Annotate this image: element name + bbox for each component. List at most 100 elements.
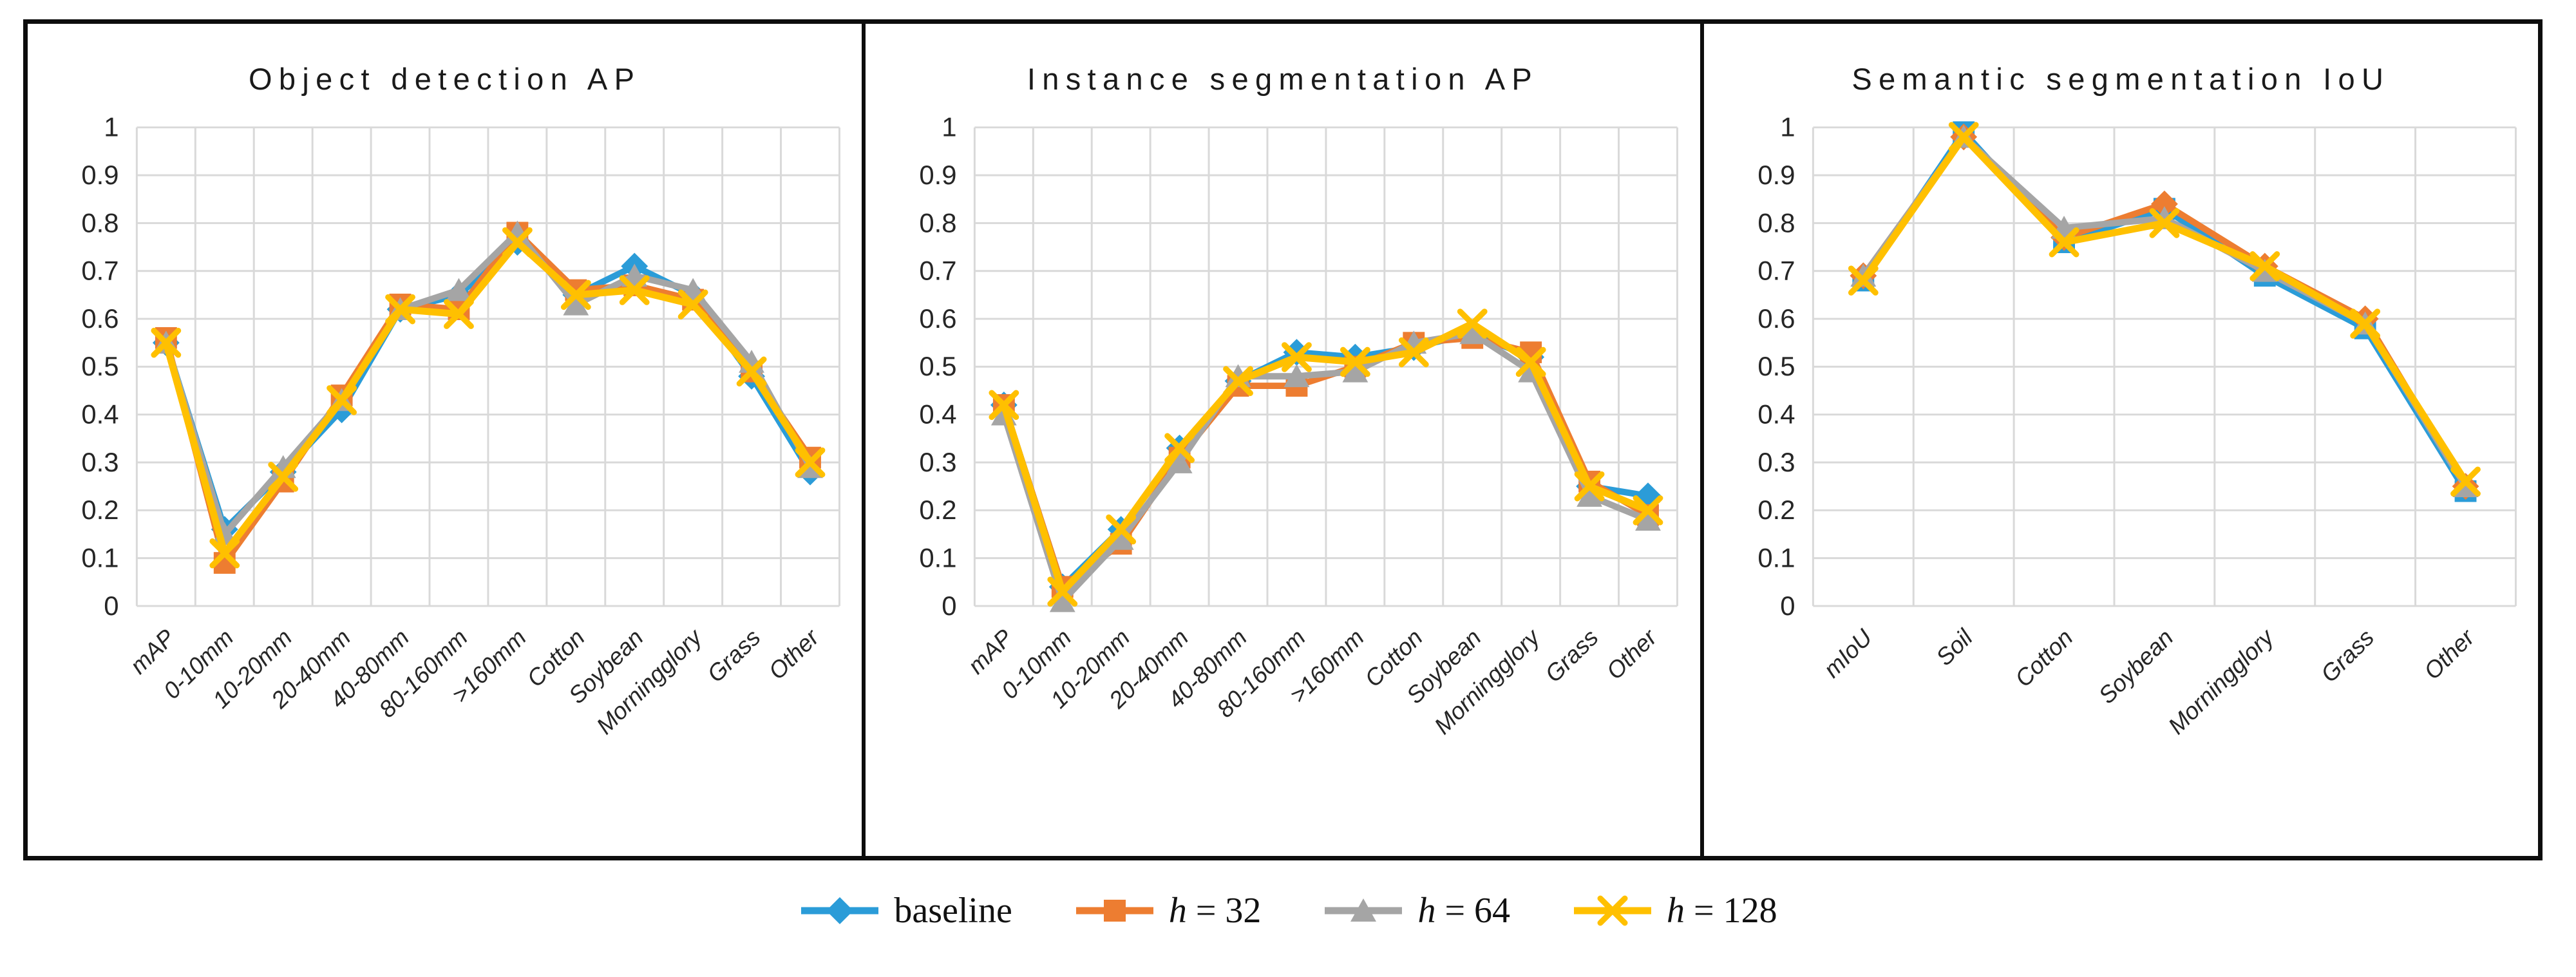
x-marker-icon — [2149, 208, 2179, 238]
legend-item-baseline: baseline — [799, 890, 1012, 931]
x-tick-label: Grass — [2315, 624, 2379, 687]
y-tick-label: 0.4 — [920, 399, 957, 430]
legend-square-swatch-icon — [1075, 900, 1153, 922]
legend-diamond-swatch-icon — [801, 897, 879, 924]
x-tick-label: mAP — [125, 624, 180, 679]
y-tick-label: 0.3 — [81, 447, 118, 477]
x-tick-label: mAP — [963, 624, 1018, 679]
y-tick-label: 0.5 — [81, 351, 118, 381]
chart-title-object-detection: Object detection AP — [249, 62, 641, 96]
x-marker-icon — [385, 294, 415, 325]
y-tick-label: 0.3 — [1757, 447, 1795, 477]
legend-item-h-64: h = 64 — [1322, 890, 1510, 931]
y-axis-tick-labels: 0 0.1 0.2 0.3 0.4 0.5 0.6 0.7 0.8 0.9 1 — [920, 115, 957, 621]
y-tick-label: 0.8 — [81, 207, 118, 238]
x-marker-icon — [1633, 495, 1663, 526]
x-marker-icon — [1047, 576, 1078, 607]
y-tick-label: 0.9 — [1757, 160, 1795, 190]
y-tick-label: 0.8 — [920, 207, 957, 238]
x-marker-icon — [795, 447, 826, 478]
y-tick-label: 1 — [104, 115, 118, 142]
x-marker-icon — [677, 289, 708, 320]
x-axis-category-labels: mAP0-10mm10-20mm20-40mm40-80mm80-160mm>1… — [125, 623, 825, 739]
series-h=32 — [1850, 123, 2479, 500]
y-tick-label: 0.6 — [81, 303, 118, 334]
x-axis-category-labels: mAP0-10mm10-20mm20-40mm40-80mm80-160mm>1… — [963, 623, 1663, 739]
figure-panel-container: Object detection AP 0 0.1 0.2 0.3 0.4 0.5 0.6 0… — [23, 19, 2543, 860]
y-tick-label: 0 — [1780, 591, 1795, 621]
y-tick-label: 0.4 — [81, 399, 118, 430]
series-h=128 — [151, 227, 826, 569]
triangle-marker-icon — [446, 278, 472, 301]
x-tick-label: Morningglory — [2163, 623, 2280, 739]
x-marker-icon — [1399, 337, 1430, 368]
y-tick-label: 0 — [104, 591, 118, 621]
x-marker-icon — [2349, 308, 2380, 339]
x-marker-icon — [502, 227, 533, 258]
legend-label: h = 32 — [1168, 891, 1262, 931]
y-tick-label: 0.2 — [920, 495, 957, 525]
x-marker-icon — [1457, 308, 1488, 339]
x-marker-icon — [1106, 514, 1137, 545]
y-tick-label: 0.1 — [1757, 543, 1795, 573]
x-marker-icon — [268, 462, 299, 492]
triangle-marker-icon — [1577, 484, 1603, 507]
panel-object-detection-ap: Object detection AP 0 0.1 0.2 0.3 0.4 0.5 0.6 0… — [28, 24, 866, 856]
y-axis-tick-labels: 0 0.1 0.2 0.3 0.4 0.5 0.6 0.7 0.8 0.9 1 — [1757, 115, 1795, 621]
x-marker-icon — [2049, 227, 2079, 258]
y-tick-label: 1 — [942, 115, 957, 142]
y-tick-label: 0.7 — [1757, 256, 1795, 286]
x-marker-icon — [1223, 366, 1254, 396]
x-tick-label: Grass — [1540, 624, 1604, 687]
y-tick-label: 0.7 — [920, 256, 957, 286]
x-marker-icon — [1848, 265, 1879, 296]
object-detection-ap-chart: 0 0.1 0.2 0.3 0.4 0.5 0.6 0.7 0.8 0.9 1 mAP0-10mm10… — [81, 115, 840, 739]
series-h=128 — [989, 308, 1663, 607]
panel-instance-segmentation-ap: Instance segmentation AP 0 0.1 0.2 0.3 0.4 0.… — [866, 24, 1704, 856]
y-tick-label: 0.5 — [1757, 351, 1795, 381]
x-marker-icon — [619, 275, 650, 305]
triangle-marker-icon — [1108, 527, 1134, 550]
x-marker-icon — [1340, 346, 1371, 377]
x-marker-icon — [1948, 122, 1979, 152]
gridlines — [135, 126, 840, 607]
semantic-segmentation-iou-chart: 0 0.1 0.2 0.3 0.4 0.5 0.6 0.7 0.8 0.9 1 mIoU Soil Cot… — [1757, 115, 2517, 739]
chart-title-instance-segmentation: Instance segmentation AP — [1027, 62, 1539, 96]
x-marker-icon — [1597, 895, 1628, 926]
y-tick-label: 0.8 — [1757, 207, 1795, 238]
y-tick-label: 0.2 — [1757, 495, 1795, 525]
y-tick-label: 0 — [942, 591, 957, 621]
x-marker-icon — [2249, 251, 2280, 281]
y-tick-label: 0.7 — [81, 256, 118, 286]
instance-segmentation-ap-chart: 0 0.1 0.2 0.3 0.4 0.5 0.6 0.7 0.8 0.9 1 mAP0-10mm10… — [920, 115, 1679, 739]
x-marker-icon — [327, 385, 357, 415]
legend-triangle-swatch-icon — [1325, 898, 1403, 922]
triangle-marker-icon — [563, 292, 589, 316]
triangle-marker-icon — [1459, 321, 1486, 345]
x-marker-icon — [151, 327, 182, 358]
triangle-marker-icon — [1635, 507, 1662, 531]
x-tick-label: Other — [2419, 623, 2480, 685]
y-tick-label: 0.6 — [1757, 303, 1795, 334]
legend-item-h-128: h = 128 — [1571, 890, 1777, 931]
x-marker-icon — [2450, 466, 2481, 497]
legend-x-swatch-icon — [1574, 895, 1652, 926]
x-tick-label: Soybean — [2093, 624, 2178, 708]
series-h=64 — [1850, 124, 2479, 497]
legend-label: h = 64 — [1417, 891, 1511, 931]
y-tick-label: 0.6 — [920, 303, 957, 334]
x-tick-label: Grass — [702, 624, 766, 687]
y-axis-tick-labels: 0 0.1 0.2 0.3 0.4 0.5 0.6 0.7 0.8 0.9 1 — [81, 115, 118, 621]
y-tick-label: 0.1 — [920, 543, 957, 573]
triangle-marker-icon — [1283, 364, 1310, 388]
x-marker-icon — [444, 299, 474, 329]
y-tick-label: 0.1 — [81, 543, 118, 573]
legend-label: h = 128 — [1667, 891, 1777, 931]
legend-label: baseline — [894, 891, 1012, 931]
diamond-marker-icon — [826, 897, 854, 924]
y-tick-label: 0.4 — [1757, 399, 1795, 430]
x-marker-icon — [560, 280, 591, 310]
series-h=64 — [991, 321, 1662, 612]
x-tick-label: Other — [763, 623, 824, 685]
